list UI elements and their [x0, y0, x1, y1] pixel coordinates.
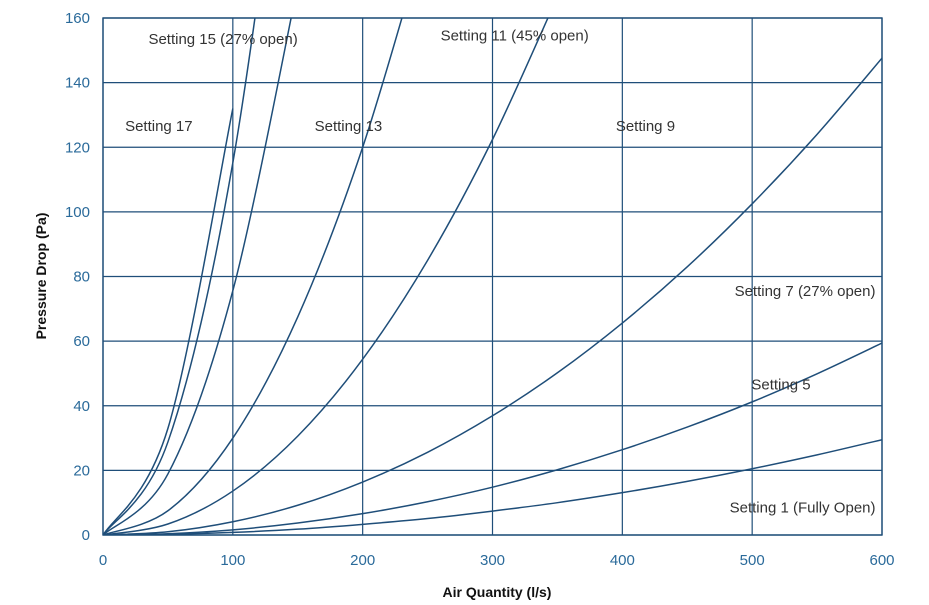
- y-tick-label: 60: [73, 333, 90, 350]
- curve-label: Setting 11 (45% open): [441, 28, 589, 45]
- chart-curves: [103, 18, 882, 535]
- y-tick-label: 160: [65, 10, 90, 27]
- x-tick-label: 300: [480, 552, 505, 569]
- curve-series-2: [103, 342, 882, 535]
- chart-ticks: 0 20 40 60 80 100 120 140 160 0 100 200 300 400 500 600: [65, 10, 895, 569]
- curve-series-4: [103, 18, 549, 535]
- curve-label: Setting 7 (27% open): [735, 283, 876, 300]
- y-tick-label: 120: [65, 139, 90, 156]
- curve-series-3: [103, 57, 882, 535]
- curve-series-6: [103, 18, 292, 535]
- curve-series-8: [103, 108, 234, 535]
- x-tick-label: 0: [99, 552, 107, 569]
- curve-series-7: [103, 18, 256, 535]
- curve-series-1: [103, 438, 882, 535]
- x-tick-label: 600: [869, 552, 894, 569]
- chart-curve-labels: Setting 1 (Fully Open) Setting 5 Setting 7…: [125, 28, 875, 517]
- x-axis-title: Air Quantity (l/s): [443, 584, 552, 600]
- x-tick-label: 100: [220, 552, 245, 569]
- y-tick-label: 140: [65, 75, 90, 92]
- x-tick-label: 500: [740, 552, 765, 569]
- curve-label: Setting 13: [315, 118, 383, 135]
- chart-grid: [102, 17, 883, 536]
- y-tick-label: 0: [82, 527, 90, 544]
- x-tick-label: 200: [350, 552, 375, 569]
- y-tick-label: 80: [73, 269, 90, 286]
- y-axis-title: Pressure Drop (Pa): [33, 213, 49, 340]
- curve-label: Setting 5: [751, 377, 810, 394]
- x-tick-label: 400: [610, 552, 635, 569]
- y-tick-label: 40: [73, 398, 90, 415]
- curve-label: Setting 15 (27% open): [148, 31, 297, 48]
- curve-label: Setting 17: [125, 118, 193, 135]
- y-tick-label: 20: [73, 462, 90, 479]
- y-tick-label: 100: [65, 204, 90, 221]
- curve-series-5: [103, 18, 403, 535]
- curve-label: Setting 1 (Fully Open): [730, 499, 876, 516]
- curve-label: Setting 9: [616, 118, 675, 135]
